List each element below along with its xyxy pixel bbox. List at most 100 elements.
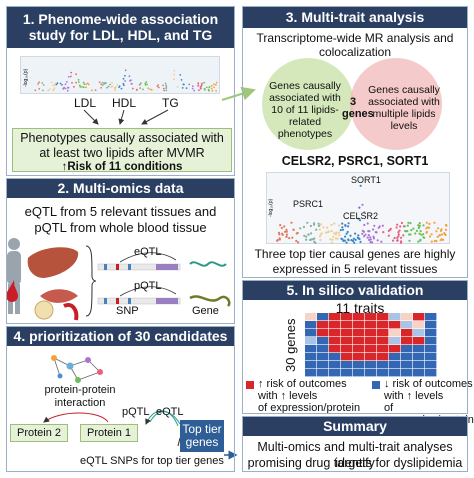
scatter-point (426, 226, 429, 229)
heatmap-cell (353, 337, 365, 345)
scatter-point (75, 81, 77, 84)
scatter-point (349, 234, 352, 237)
scatter-point (399, 241, 403, 244)
venn-left-label: Genes causally associated with 10 of 11 … (269, 80, 341, 141)
scatter-point (41, 82, 44, 84)
scatter-point (407, 221, 410, 224)
heatmap-cell (377, 329, 389, 337)
scatter-point (363, 211, 366, 214)
protein2-box: Protein 2 (10, 424, 68, 442)
scatter-point (326, 226, 329, 229)
scatter-point (353, 241, 356, 244)
scatter-point (281, 233, 284, 236)
scatter-point (319, 233, 323, 236)
scatter-point (318, 235, 322, 238)
scatter-point (64, 87, 67, 90)
scatter-point (369, 236, 372, 239)
summary-title: Summary (242, 416, 468, 436)
panel2-line1: eQTL from 5 relevant tissues and (24, 204, 217, 219)
scatter-point (156, 85, 159, 88)
scatter-point (193, 89, 195, 92)
scatter-point (319, 238, 322, 242)
heatmap-cell (401, 337, 413, 345)
scatter-point (130, 79, 132, 82)
scatter-point (310, 232, 313, 235)
scatter-point (387, 234, 390, 237)
heatmap-cell (317, 313, 329, 321)
scatter-point (208, 89, 210, 92)
heatmap-cell (353, 353, 365, 361)
scatter-point (371, 241, 374, 244)
scatter-point (359, 184, 362, 187)
heatmap-cell (413, 369, 425, 377)
scatter-point (295, 239, 298, 243)
scatter-point (211, 89, 214, 92)
scatter-point (310, 238, 313, 241)
manhattan-label-sort1: SORT1 (351, 175, 381, 185)
scatter-point (70, 75, 72, 78)
scatter-point (149, 88, 152, 91)
mrna-icon (189, 261, 227, 267)
scatter-point (62, 87, 65, 90)
scatter-point (94, 89, 97, 91)
scatter-point (122, 77, 125, 80)
heatmap-cell (413, 345, 425, 353)
scatter-point (299, 227, 302, 230)
scatter-point (124, 69, 127, 72)
heatmap-cell (401, 313, 413, 321)
scatter-point (291, 236, 294, 239)
scatter-point (188, 83, 191, 86)
scatter-point (357, 217, 360, 220)
manhattan-points (276, 184, 448, 244)
scatter-point (120, 87, 123, 90)
heatmap-cell (329, 321, 341, 329)
legend-blue-swatch (372, 381, 380, 389)
panel3-note1: Three top tier causal genes are highly (254, 247, 456, 261)
scatter-point (387, 229, 390, 232)
scatter-point (396, 239, 399, 242)
scatter-point (324, 231, 328, 234)
heatmap-cell (389, 361, 401, 369)
heatmap-cell (341, 353, 353, 361)
scatter-point (305, 238, 308, 241)
scatter-point (78, 84, 81, 87)
scatter-point (391, 239, 395, 242)
heatmap-cell (413, 361, 425, 369)
scatter-point (430, 233, 433, 236)
heatmap-cell (365, 337, 377, 345)
scatter-point (122, 82, 125, 85)
scatter-point (313, 223, 316, 226)
scatter-point (418, 232, 421, 235)
top-tier-genes-box: Top tier genes (180, 420, 224, 452)
heatmap-cell (365, 369, 377, 377)
scatter-point (124, 80, 126, 82)
scatter-point (77, 78, 80, 81)
heatmap-cell (305, 353, 317, 361)
validation-heatmap (305, 313, 437, 377)
scatter-point (173, 78, 175, 81)
lipid-label-tg: TG (162, 96, 179, 110)
heatmap-cell (389, 313, 401, 321)
heatmap-cell (389, 369, 401, 377)
scatter-point (113, 86, 116, 89)
panel1-title-text: 1. Phenome-wide association study for LD… (22, 10, 219, 43)
scatter-point (335, 231, 338, 234)
scatter-point (100, 86, 103, 89)
scatter-point (150, 89, 153, 91)
scatter-point (420, 233, 423, 236)
scatter-point (87, 83, 90, 86)
scatter-point (302, 225, 306, 229)
protein-icon (189, 295, 231, 307)
scatter-point (165, 89, 168, 92)
scatter-point (75, 73, 77, 75)
scatter-point (336, 237, 339, 240)
mini-chart-hdl (94, 69, 153, 92)
scatter-point (55, 83, 58, 86)
heatmap-cell (305, 361, 317, 369)
scatter-point (358, 206, 361, 209)
heatmap-cell (401, 361, 413, 369)
heatmap-cell (329, 353, 341, 361)
scatter-point (341, 238, 344, 241)
heatmap-cell (305, 369, 317, 377)
scatter-point (376, 239, 379, 242)
